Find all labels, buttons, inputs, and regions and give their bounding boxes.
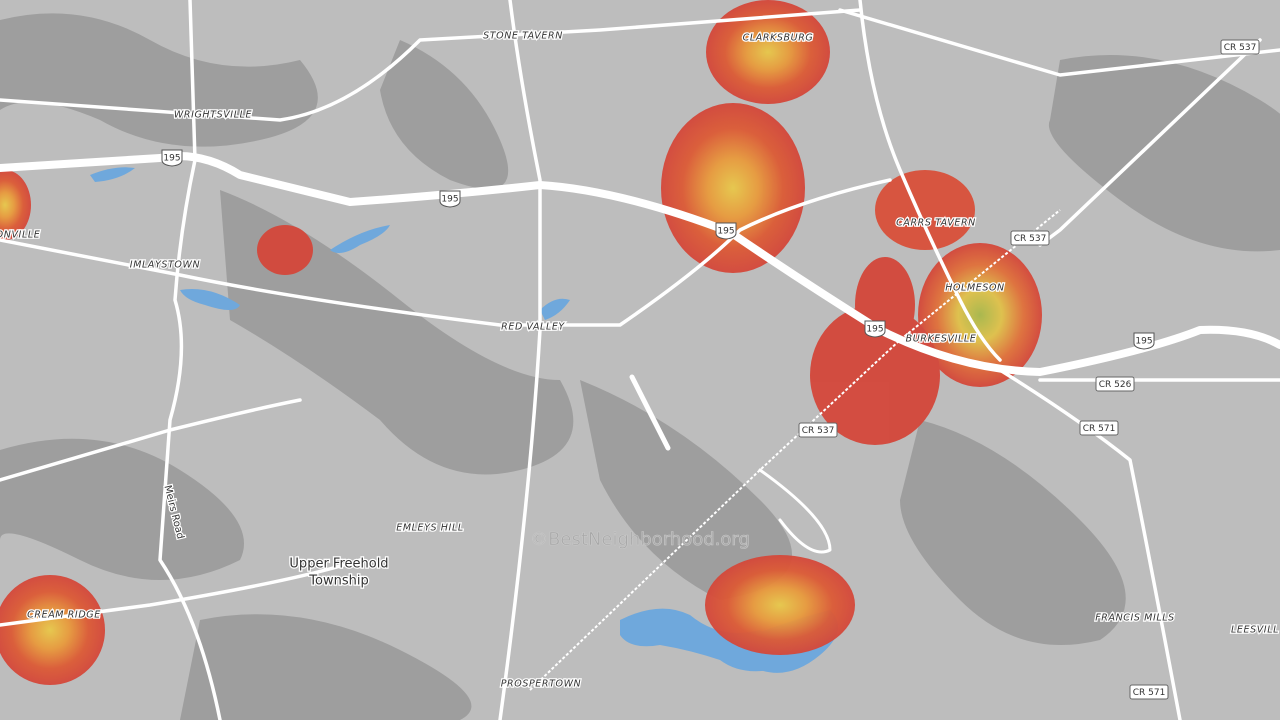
place-label: EMLEYS HILL <box>396 523 463 534</box>
interstate-shield: 195 <box>161 149 183 167</box>
shield-label: CR 537 <box>802 426 835 436</box>
shield-label: CR 537 <box>1224 43 1257 53</box>
county-route-shield: CR 526 <box>1095 376 1135 392</box>
place-label: CREAM RIDGE <box>27 610 101 621</box>
county-route-shield: CR 537 <box>798 422 838 438</box>
shield-label: 195 <box>1135 337 1152 347</box>
place-label: LEESVILL <box>1231 625 1279 636</box>
shield-shape <box>715 222 737 240</box>
county-route-shield: CR 571 <box>1129 684 1169 700</box>
interstate-shield: 195 <box>864 320 886 338</box>
place-label: HOLMESON <box>945 283 1005 294</box>
shield-shape <box>1133 332 1155 350</box>
place-label: CLARKSBURG <box>743 33 814 44</box>
shield-label: 195 <box>866 325 883 335</box>
shield-label: CR 537 <box>1014 234 1047 244</box>
shield-shape <box>439 190 461 208</box>
shield-label: 195 <box>441 195 458 205</box>
shield-shape <box>161 149 183 167</box>
interstate-shield: 195 <box>1133 332 1155 350</box>
place-label: IMLAYSTOWN <box>130 260 200 271</box>
watermark: ©BestNeighborhood.org <box>530 529 750 550</box>
township-label: Upper Freehold <box>289 557 388 572</box>
place-label: STONE TAVERN <box>483 31 563 42</box>
place-label: CARRS TAVERN <box>896 218 976 229</box>
place-label: BURKESVILLE <box>906 334 977 345</box>
place-label: PROSPERTOWN <box>501 679 582 690</box>
shield-box <box>1010 230 1050 246</box>
shield-box <box>1129 684 1169 700</box>
shield-label: 195 <box>163 154 180 164</box>
shield-box <box>1079 420 1119 436</box>
interstate-shield: 195 <box>715 222 737 240</box>
shield-label: 195 <box>717 227 734 237</box>
interstate-shield: 195 <box>439 190 461 208</box>
shield-label: CR 571 <box>1133 688 1166 698</box>
county-route-shield: CR 571 <box>1079 420 1119 436</box>
shield-box <box>1220 39 1260 55</box>
shield-label: CR 571 <box>1083 424 1116 434</box>
labels: STONE TAVERN CLARKSBURG WRIGHTSVILLE IMLAYS… <box>0 29 1280 700</box>
place-label: WRIGHTSVILLE <box>174 110 252 121</box>
township-label: Township <box>308 574 368 589</box>
shield-box <box>798 422 838 438</box>
place-label: FRANCIS MILLS <box>1095 613 1175 624</box>
shield-label: CR 526 <box>1099 380 1132 390</box>
place-label: RED VALLEY <box>501 322 565 333</box>
shield-shape <box>864 320 886 338</box>
county-route-shield: CR 537 <box>1010 230 1050 246</box>
county-route-shield: CR 537 <box>1220 39 1260 55</box>
place-label: ONVILLE <box>0 230 40 241</box>
shield-box <box>1095 376 1135 392</box>
